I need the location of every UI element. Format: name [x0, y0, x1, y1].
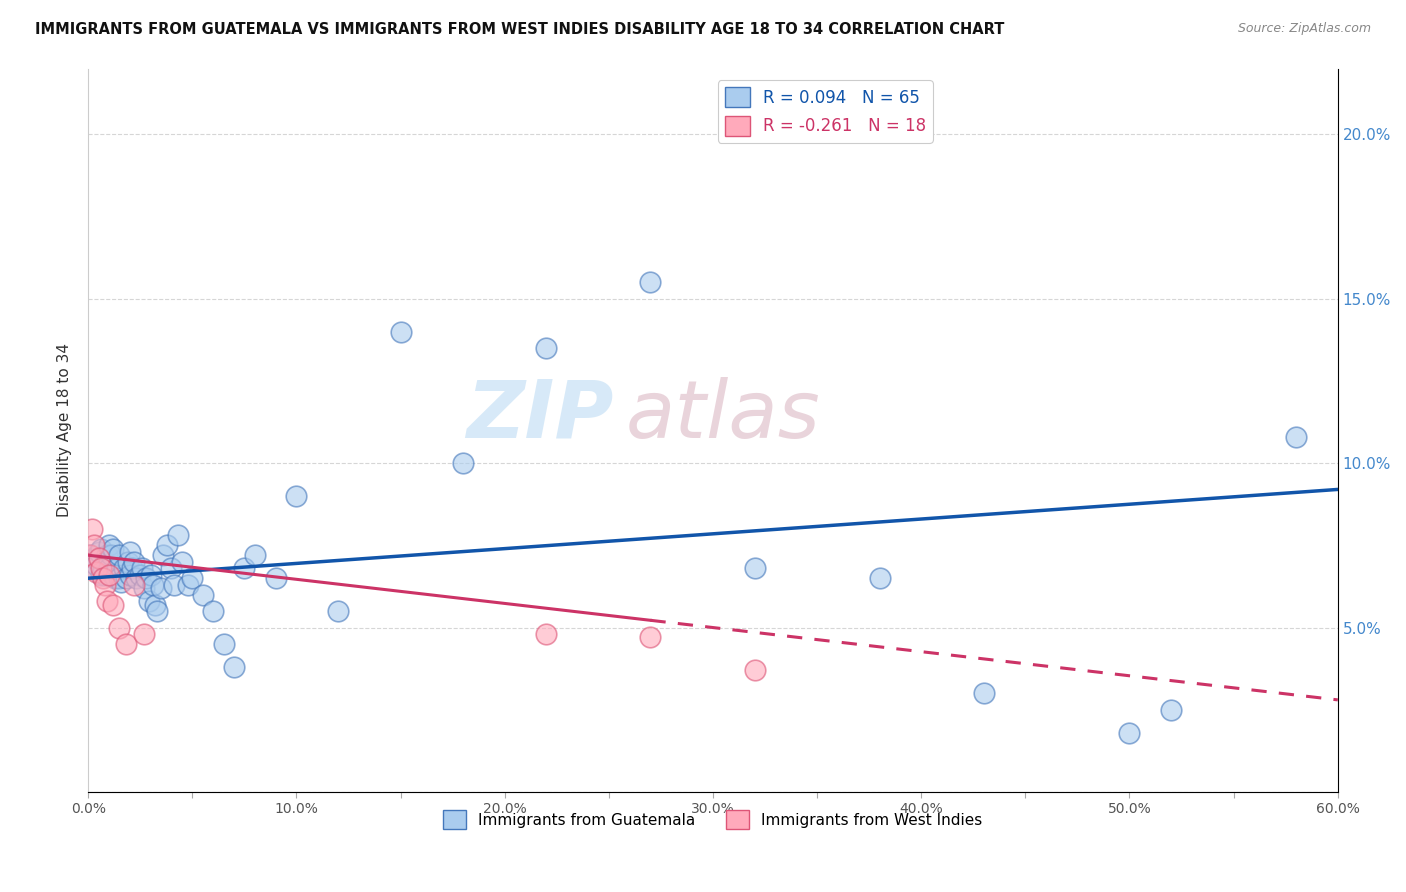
Point	[121, 561, 143, 575]
Text: ZIP: ZIP	[465, 376, 613, 455]
Point	[536, 627, 558, 641]
Point	[112, 561, 135, 575]
Point	[90, 541, 112, 556]
Point	[98, 568, 121, 582]
Point	[138, 594, 160, 608]
Point	[83, 538, 105, 552]
Point	[82, 522, 104, 536]
Point	[243, 548, 266, 562]
Point	[640, 631, 662, 645]
Point	[233, 561, 256, 575]
Point	[90, 561, 112, 575]
Point	[110, 574, 132, 589]
Point	[389, 325, 412, 339]
Point	[162, 578, 184, 592]
Point	[129, 568, 152, 582]
Point	[1160, 703, 1182, 717]
Point	[118, 568, 141, 582]
Point	[212, 637, 235, 651]
Point	[87, 551, 110, 566]
Text: IMMIGRANTS FROM GUATEMALA VS IMMIGRANTS FROM WEST INDIES DISABILITY AGE 18 TO 34: IMMIGRANTS FROM GUATEMALA VS IMMIGRANTS …	[35, 22, 1004, 37]
Point	[79, 548, 101, 562]
Point	[166, 528, 188, 542]
Point	[285, 489, 308, 503]
Point	[156, 538, 179, 552]
Point	[640, 275, 662, 289]
Point	[118, 545, 141, 559]
Point	[536, 341, 558, 355]
Point	[83, 551, 105, 566]
Point	[94, 578, 117, 592]
Point	[86, 558, 108, 572]
Point	[134, 627, 156, 641]
Point	[79, 548, 101, 562]
Point	[98, 538, 121, 552]
Text: Source: ZipAtlas.com: Source: ZipAtlas.com	[1237, 22, 1371, 36]
Point	[869, 571, 891, 585]
Point	[94, 568, 117, 582]
Point	[1118, 725, 1140, 739]
Point	[114, 637, 136, 651]
Point	[181, 571, 204, 585]
Point	[139, 568, 162, 582]
Point	[122, 555, 145, 569]
Point	[101, 541, 124, 556]
Point	[82, 561, 104, 575]
Point	[101, 598, 124, 612]
Point	[160, 561, 183, 575]
Point	[117, 555, 139, 569]
Point	[105, 561, 128, 575]
Point	[202, 604, 225, 618]
Point	[1285, 430, 1308, 444]
Point	[177, 578, 200, 592]
Point	[134, 581, 156, 595]
Point	[108, 548, 131, 562]
Point	[114, 571, 136, 585]
Point	[108, 621, 131, 635]
Point	[98, 561, 121, 575]
Point	[451, 456, 474, 470]
Point	[91, 561, 114, 575]
Point	[973, 686, 995, 700]
Point	[191, 588, 214, 602]
Point	[264, 571, 287, 585]
Point	[222, 660, 245, 674]
Point	[744, 663, 766, 677]
Point	[125, 571, 148, 585]
Point	[326, 604, 349, 618]
Point	[104, 571, 127, 585]
Point	[96, 548, 118, 562]
Point	[143, 598, 166, 612]
Point	[131, 561, 153, 575]
Text: atlas: atlas	[626, 376, 820, 455]
Point	[101, 568, 124, 582]
Point	[96, 594, 118, 608]
Legend: Immigrants from Guatemala, Immigrants from West Indies: Immigrants from Guatemala, Immigrants fr…	[437, 804, 988, 835]
Point	[152, 548, 174, 562]
Point	[142, 578, 165, 592]
Point	[91, 571, 114, 585]
Point	[150, 581, 173, 595]
Point	[108, 571, 131, 585]
Point	[87, 545, 110, 559]
Point	[135, 571, 157, 585]
Point	[90, 568, 112, 582]
Point	[744, 561, 766, 575]
Y-axis label: Disability Age 18 to 34: Disability Age 18 to 34	[58, 343, 72, 517]
Point	[86, 565, 108, 579]
Point	[100, 548, 122, 562]
Point	[170, 555, 193, 569]
Point	[122, 578, 145, 592]
Point	[146, 604, 169, 618]
